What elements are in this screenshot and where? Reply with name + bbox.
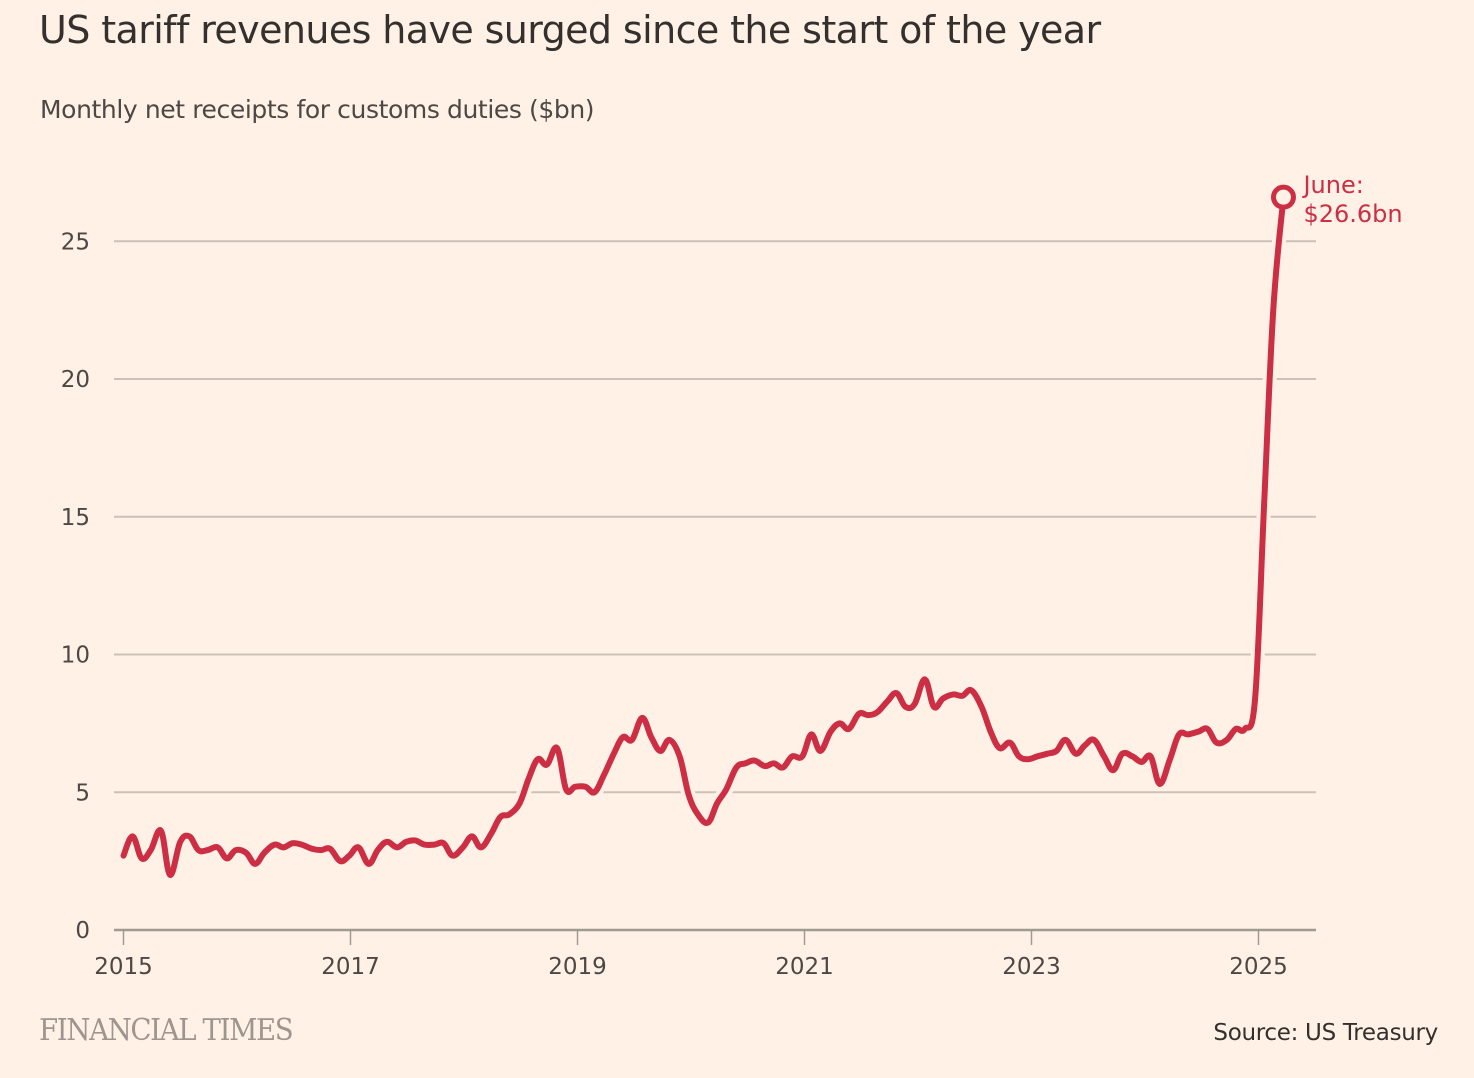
y-tick-label: 0: [75, 918, 90, 944]
x-tick-label: 2017: [321, 954, 380, 980]
y-axis: 0 5 10 15 20 25: [61, 229, 90, 944]
endpoint-marker: [1270, 184, 1296, 210]
source-note: Source: US Treasury: [1213, 1020, 1438, 1046]
ft-logo: FINANCIAL TIMES: [39, 1013, 294, 1048]
x-axis: 2015 2017 2019 2021 2023 2025: [94, 928, 1316, 980]
chart-title: US tariff revenues have surged since the…: [39, 8, 1101, 52]
y-tick-label: 25: [61, 229, 90, 255]
x-tick-label: 2015: [94, 954, 153, 980]
y-tick-label: 20: [61, 367, 90, 393]
data-series: [116, 184, 1296, 882]
y-tick-label: 5: [75, 780, 90, 806]
y-tick-label: 15: [61, 505, 90, 531]
x-tick-label: 2021: [775, 954, 834, 980]
y-tick-label: 10: [61, 643, 90, 669]
series-halo: [116, 190, 1291, 882]
annotation: June: $26.6bn: [1301, 171, 1402, 228]
x-tick-label: 2023: [1002, 954, 1061, 980]
x-tick-label: 2019: [548, 954, 607, 980]
annotation-value: $26.6bn: [1303, 200, 1402, 228]
series-line: [120, 194, 1287, 878]
chart-subtitle: Monthly net receipts for customs duties …: [40, 95, 595, 124]
x-tick-label: 2025: [1229, 954, 1288, 980]
gridlines: [114, 240, 1316, 794]
annotation-month: June:: [1301, 171, 1363, 199]
